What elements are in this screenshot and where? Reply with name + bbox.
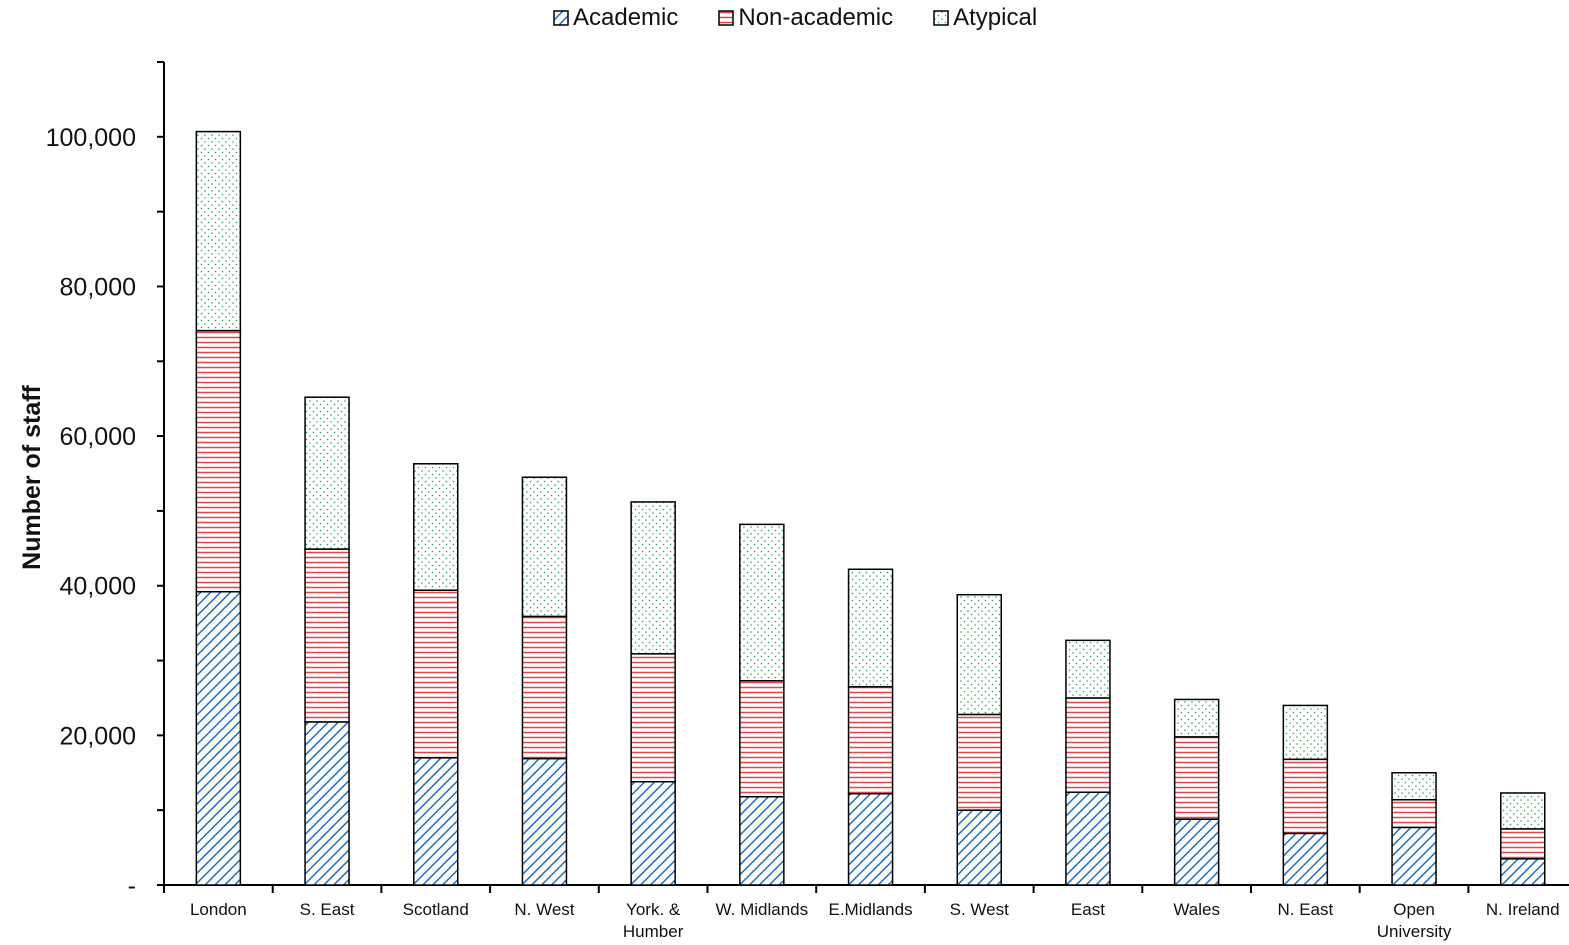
y-axis-label: Number of staff <box>18 384 46 569</box>
bar-atypical-12 <box>1500 792 1546 830</box>
x-tick-label: Open University <box>1377 900 1452 941</box>
x-tick-label: E.Midlands <box>828 900 912 919</box>
legend-item-non-academic: Non-academic <box>718 4 893 32</box>
bar-non-academic-12 <box>1500 828 1546 860</box>
y-tick-label: 20,000 <box>60 722 136 750</box>
x-tick-label: S. East <box>300 900 355 919</box>
legend-item-atypical: Atypical <box>933 4 1037 32</box>
x-tick-label: London <box>190 900 247 919</box>
bar-atypical-11 <box>1391 772 1437 801</box>
bar-non-academic-10 <box>1282 758 1329 835</box>
bar-academic-12 <box>1500 858 1546 886</box>
bar-non-academic-11 <box>1391 798 1437 829</box>
bar-academic-10 <box>1282 832 1329 886</box>
bar-atypical-6 <box>847 568 894 688</box>
bar-atypical-2 <box>413 463 459 591</box>
bar-atypical-8 <box>1065 639 1111 699</box>
bar-academic-8 <box>1065 791 1111 886</box>
legend-item-academic: Academic <box>553 4 678 32</box>
x-tick-label: York. & Humber <box>623 900 684 941</box>
y-tick-label: 100,000 <box>46 124 136 152</box>
legend: Academic Non-academic Atypical <box>553 4 1037 32</box>
bar-atypical-1 <box>304 396 350 550</box>
bar-non-academic-6 <box>847 685 894 795</box>
legend-swatch <box>553 10 569 26</box>
bar-academic-11 <box>1391 826 1437 886</box>
x-tick-label: N. Ireland <box>1486 900 1560 919</box>
bar-non-academic-8 <box>1065 697 1111 793</box>
bar-academic-2 <box>413 757 459 886</box>
bar-atypical-5 <box>739 523 785 682</box>
legend-swatch <box>718 10 735 26</box>
bar-academic-5 <box>739 795 785 886</box>
x-tick-label: S. West <box>950 900 1009 919</box>
x-tick-label: N. West <box>514 900 574 919</box>
bar-academic-4 <box>630 781 676 886</box>
bar-atypical-0 <box>195 130 242 332</box>
bar-academic-1 <box>304 721 350 886</box>
bar-atypical-10 <box>1282 704 1329 761</box>
x-tick-label: Wales <box>1173 900 1220 919</box>
bar-academic-3 <box>521 757 568 886</box>
bar-atypical-7 <box>956 593 1002 716</box>
legend-swatch <box>933 10 949 26</box>
bar-atypical-4 <box>630 501 676 655</box>
x-tick-label: East <box>1071 900 1105 919</box>
y-tick-label: - <box>128 872 136 900</box>
y-tick-label: 60,000 <box>60 423 136 451</box>
bar-non-academic-1 <box>304 548 350 723</box>
bar-non-academic-2 <box>413 589 459 759</box>
x-tick-label: W. Midlands <box>716 900 809 919</box>
bar-non-academic-5 <box>739 679 785 798</box>
bar-non-academic-3 <box>521 615 568 760</box>
bar-non-academic-7 <box>956 713 1002 811</box>
bar-non-academic-4 <box>630 653 676 783</box>
x-tick-label: N. East <box>1277 900 1333 919</box>
bar-academic-6 <box>847 792 894 886</box>
legend-label: Atypical <box>953 4 1038 31</box>
bar-non-academic-9 <box>1173 736 1220 820</box>
bar-academic-9 <box>1173 818 1220 886</box>
legend-label: Non-academic <box>738 4 894 31</box>
y-tick-label: 80,000 <box>60 273 136 301</box>
bar-non-academic-0 <box>195 329 242 593</box>
bar-atypical-3 <box>521 476 568 618</box>
bar-atypical-9 <box>1173 698 1220 738</box>
y-tick-label: 40,000 <box>60 573 136 601</box>
bar-academic-0 <box>195 590 242 886</box>
bar-academic-7 <box>956 809 1002 886</box>
x-tick-label: Scotland <box>403 900 469 919</box>
legend-label: Academic <box>573 4 679 31</box>
